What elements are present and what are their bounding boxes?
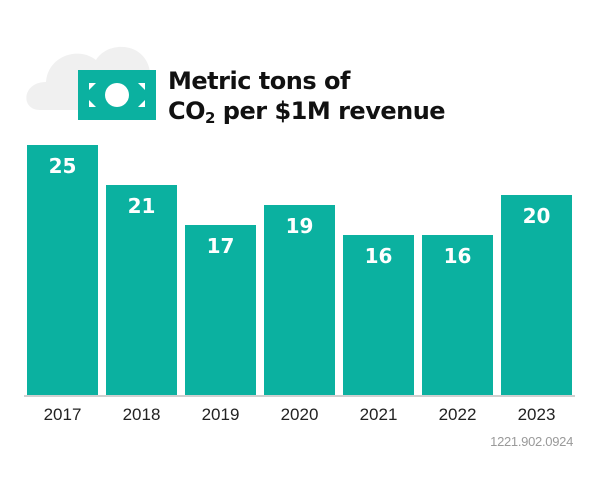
data-label-2020: 19 [286,214,314,238]
bar-2018 [106,185,177,395]
x-tick-2018: 2018 [123,405,161,424]
figure-code: 1221.902.0924 [490,434,573,449]
x-tick-2019: 2019 [202,405,240,424]
bar-2021 [343,235,414,395]
data-label-2017: 25 [49,154,77,178]
bar-2020 [264,205,335,395]
x-tick-2021: 2021 [360,405,398,424]
x-tick-2022: 2022 [439,405,477,424]
chart-title: Metric tons of CO2 per $1M revenue [168,66,446,127]
money-bill-icon [78,70,156,120]
title-line-2: CO2 per $1M revenue [168,97,446,127]
data-label-2018: 21 [128,194,156,218]
bar-2023 [501,195,572,395]
x-tick-2017: 2017 [44,405,82,424]
bar-2017 [27,145,98,395]
data-label-2022: 16 [444,244,472,268]
data-label-2021: 16 [365,244,393,268]
x-tick-2023: 2023 [518,405,556,424]
x-tick-2020: 2020 [281,405,319,424]
bar-2019 [185,225,256,395]
data-label-2019: 17 [207,234,235,258]
bar-2022 [422,235,493,395]
data-label-2023: 20 [523,204,551,228]
title-line-1: Metric tons of [168,67,350,95]
